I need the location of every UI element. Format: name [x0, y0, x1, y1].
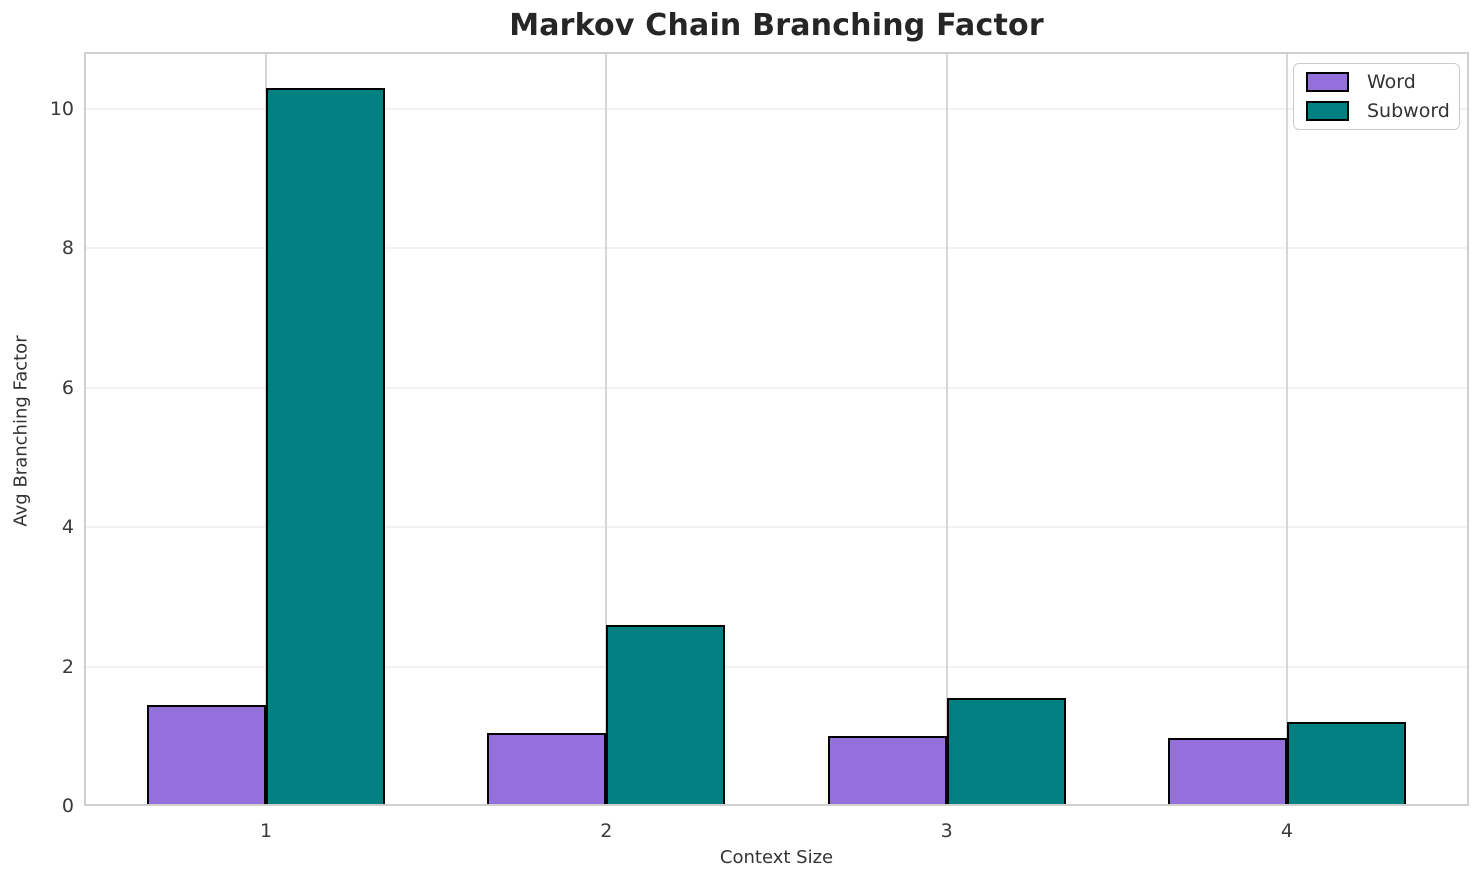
h-gridline-8 [84, 247, 1469, 250]
subword-legend-label: Subword [1367, 100, 1450, 122]
x-tick-label-2: 2 [600, 820, 613, 842]
bar-subword-3 [946, 698, 1066, 806]
v-gridline-3 [945, 52, 948, 806]
h-gridline-4 [84, 526, 1469, 529]
y-axis-label: Avg Branching Factor [10, 335, 32, 527]
word-legend-label: Word [1367, 71, 1416, 93]
bar-subword-4 [1286, 722, 1407, 806]
x-tick-label-3: 3 [940, 820, 953, 842]
plot-area [84, 52, 1469, 806]
y-tick-label-0: 0 [61, 795, 74, 817]
x-axis-label: Context Size [719, 847, 834, 868]
legend: Word Subword [1293, 63, 1460, 130]
h-gridline-6 [84, 386, 1469, 389]
y-tick-label-4: 4 [61, 516, 74, 539]
x-tick-label-1: 1 [260, 820, 273, 842]
h-gridline-2 [84, 665, 1469, 668]
h-gridline-10 [84, 107, 1469, 110]
bar-subword-2 [606, 625, 726, 806]
bar-subword-1 [266, 88, 386, 806]
legend-item-subword: Subword [1306, 100, 1450, 122]
y-tick-label-8: 8 [61, 237, 74, 260]
v-gridline-4 [1285, 52, 1288, 806]
v-gridline-2 [605, 52, 608, 806]
y-tick-label-6: 6 [61, 376, 74, 399]
subword-legend-swatch [1306, 101, 1349, 121]
y-tick-label-10: 10 [49, 97, 74, 120]
bar-word-1 [146, 705, 267, 806]
x-tick-label-4: 4 [1280, 820, 1293, 842]
legend-item-word: Word [1306, 71, 1447, 93]
bar-word-3 [827, 736, 947, 806]
bar-word-4 [1167, 738, 1287, 806]
word-legend-swatch [1306, 72, 1349, 92]
bar-word-2 [487, 733, 607, 806]
y-tick-label-2: 2 [61, 655, 74, 678]
chart-title: Markov Chain Branching Factor [509, 8, 1044, 43]
